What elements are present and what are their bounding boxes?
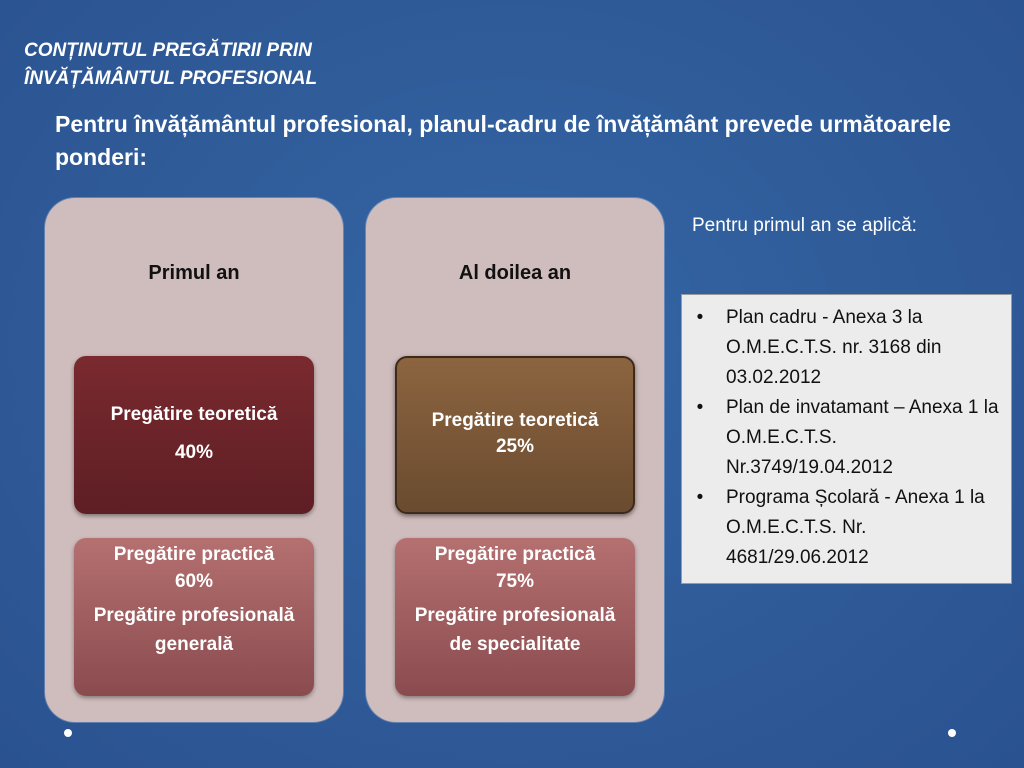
column-title: Primul an	[148, 262, 240, 284]
practice-label: Pregătire practică 60%	[82, 541, 306, 595]
references-list: • Plan cadru - Anexa 3 la O.M.E.C.T.S. n…	[690, 303, 1001, 573]
practice-box: Pregătire practică 75% Pregătire profesi…	[395, 538, 635, 696]
practice-value: 60%	[174, 571, 214, 592]
references-box: • Plan cadru - Anexa 3 la O.M.E.C.T.S. n…	[681, 294, 1012, 584]
theory-label: Pregătire teoretică	[431, 410, 599, 431]
practice-box: Pregătire practică 60% Pregătire profesi…	[74, 538, 314, 696]
practice-label-text: Pregătire practică	[434, 544, 596, 565]
intro-text: Pentru învățământul profesional, planul-…	[55, 111, 951, 170]
practice-value: 75%	[495, 571, 535, 592]
practice-detail: Pregătire profesională generală	[93, 605, 295, 655]
slide-heading: CONȚINUTUL PREGĂTIRII PRIN ÎNVĂȚĂMÂNTUL …	[24, 37, 317, 93]
reference-text: Plan cadru - Anexa 3 la O.M.E.C.T.S. nr.…	[726, 307, 942, 388]
practice-detail: Pregătire profesională de specialitate	[414, 605, 616, 655]
reference-item: • Programa Școlară - Anexa 1 la O.M.E.C.…	[690, 483, 1001, 573]
decorative-dot-left	[64, 729, 72, 737]
theory-value: 25%	[495, 436, 535, 457]
heading-line-2: ÎNVĂȚĂMÂNTUL PROFESIONAL	[24, 68, 318, 89]
column-year-2: Al doilea an Pregătire teoretică 25% Pre…	[366, 198, 664, 722]
bullet-icon: •	[696, 397, 704, 418]
reference-item: • Plan de invatamant – Anexa 1 la O.M.E.…	[690, 393, 1001, 483]
practice-label-text: Pregătire practică	[113, 544, 275, 565]
reference-text: Plan de invatamant – Anexa 1 la O.M.E.C.…	[726, 397, 999, 478]
practice-label: Pregătire practică 75%	[403, 541, 627, 595]
column-year-1: Primul an Pregătire teoretică 40% Pregăt…	[45, 198, 343, 722]
bullet-icon: •	[696, 307, 704, 328]
theory-label: Pregătire teoretică	[110, 404, 278, 425]
column-title: Al doilea an	[458, 262, 572, 284]
side-note: Pentru primul an se aplică:	[692, 215, 917, 236]
theory-box: Pregătire teoretică 40%	[74, 356, 314, 514]
bullet-icon: •	[696, 487, 704, 508]
reference-text: Programa Școlară - Anexa 1 la O.M.E.C.T.…	[726, 487, 985, 568]
theory-value: 40%	[174, 442, 214, 463]
heading-line-1: CONȚINUTUL PREGĂTIRII PRIN	[24, 40, 312, 61]
reference-item: • Plan cadru - Anexa 3 la O.M.E.C.T.S. n…	[690, 303, 1001, 393]
theory-box: Pregătire teoretică 25%	[395, 356, 635, 514]
decorative-dot-right	[948, 729, 956, 737]
